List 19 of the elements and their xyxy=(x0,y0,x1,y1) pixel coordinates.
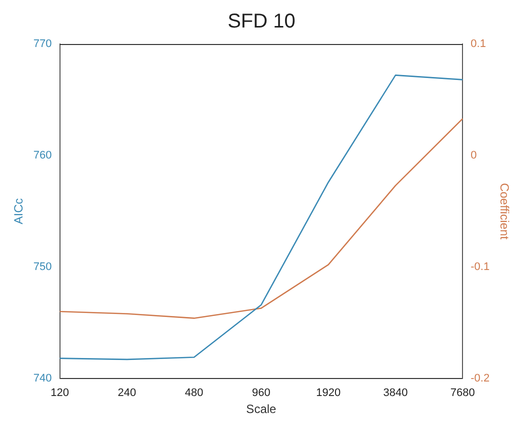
y2-tick-label: 0.1 xyxy=(470,38,486,50)
x-tick-label: 960 xyxy=(252,387,270,400)
x-tick-label: 480 xyxy=(184,387,204,400)
x-tick-label: 7680 xyxy=(450,387,475,400)
y-tick-label: 740 xyxy=(33,372,52,384)
x-tick-label: 1920 xyxy=(316,387,341,400)
y2-tick-label: 0 xyxy=(470,150,477,162)
y-axis-title: AICc xyxy=(12,198,26,224)
y2-tick-label: -0.1 xyxy=(470,260,490,273)
y-tick-label: 770 xyxy=(33,38,52,50)
y-tick-label: 760 xyxy=(33,150,52,162)
chart-title: SFD 10 xyxy=(228,10,296,33)
y2-axis-title: Coefficient xyxy=(497,182,512,240)
x-tick-label: 3840 xyxy=(383,387,408,400)
x-tick-label: 240 xyxy=(118,387,136,400)
y-tick-label: 750 xyxy=(33,260,52,273)
y2-tick-label: -0.2 xyxy=(470,372,490,384)
x-tick-label: 120 xyxy=(50,387,69,400)
x-axis-title: Scale xyxy=(246,402,277,416)
